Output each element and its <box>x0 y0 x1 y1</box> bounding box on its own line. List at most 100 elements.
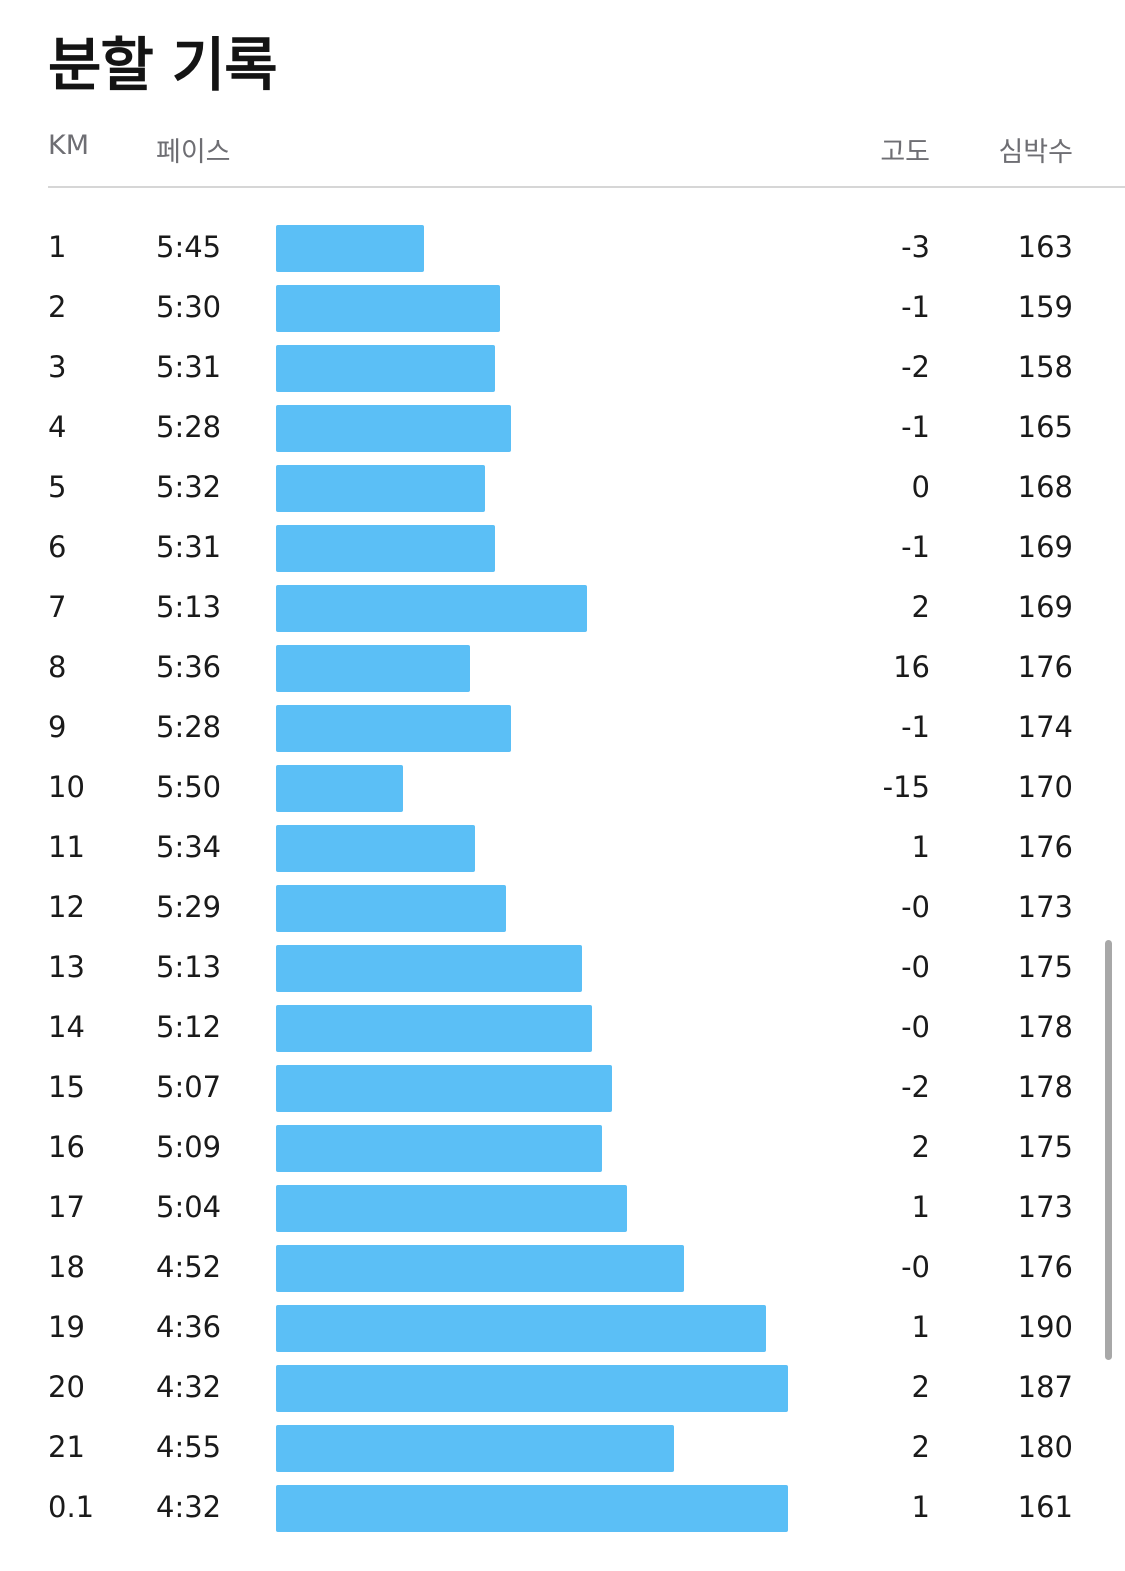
split-elevation: 2 <box>911 1430 930 1464</box>
split-elevation: -1 <box>901 410 930 444</box>
split-heart-rate: 176 <box>1017 830 1073 864</box>
split-pace: 5:29 <box>156 890 222 924</box>
split-elevation: -0 <box>901 890 930 924</box>
split-pace: 4:36 <box>156 1310 222 1344</box>
pace-bar <box>276 525 495 572</box>
pace-bar <box>276 1065 612 1112</box>
split-row: 0.1 4:32 1 161 <box>0 1478 1125 1538</box>
split-km: 5 <box>48 470 67 504</box>
split-row: 3 5:31 -2 158 <box>0 338 1125 398</box>
split-heart-rate: 180 <box>1017 1430 1073 1464</box>
split-pace: 5:36 <box>156 650 222 684</box>
split-pace: 5:28 <box>156 410 222 444</box>
split-km: 1 <box>48 230 67 264</box>
split-elevation: -1 <box>901 710 930 744</box>
pace-bar <box>276 1485 788 1532</box>
split-km: 21 <box>48 1430 85 1464</box>
pace-bar <box>276 825 475 872</box>
split-row: 17 5:04 1 173 <box>0 1178 1125 1238</box>
split-km: 7 <box>48 590 67 624</box>
scrollbar[interactable] <box>1105 940 1112 1360</box>
split-heart-rate: 175 <box>1017 950 1073 984</box>
split-row: 14 5:12 -0 178 <box>0 998 1125 1058</box>
split-km: 12 <box>48 890 85 924</box>
header-divider <box>48 186 1125 188</box>
split-pace: 5:12 <box>156 1010 222 1044</box>
split-row: 21 4:55 2 180 <box>0 1418 1125 1478</box>
pace-bar <box>276 1365 788 1412</box>
split-row: 13 5:13 -0 175 <box>0 938 1125 998</box>
split-km: 2 <box>48 290 67 324</box>
split-heart-rate: 178 <box>1017 1010 1073 1044</box>
split-pace: 5:31 <box>156 350 222 384</box>
split-elevation: -15 <box>882 770 930 804</box>
split-heart-rate: 159 <box>1017 290 1073 324</box>
column-header-heart-rate: 심박수 <box>998 137 1073 168</box>
split-pace: 4:32 <box>156 1490 222 1524</box>
split-km: 11 <box>48 830 85 864</box>
pace-bar <box>276 405 511 452</box>
split-heart-rate: 190 <box>1017 1310 1073 1344</box>
pace-bar <box>276 585 587 632</box>
split-km: 6 <box>48 530 67 564</box>
split-pace: 5:07 <box>156 1070 222 1104</box>
pace-bar <box>276 1185 627 1232</box>
pace-bar <box>276 1125 602 1172</box>
split-heart-rate: 165 <box>1017 410 1073 444</box>
split-row: 12 5:29 -0 173 <box>0 878 1125 938</box>
split-row: 5 5:32 0 168 <box>0 458 1125 518</box>
split-elevation: 2 <box>911 1370 930 1404</box>
split-pace: 5:13 <box>156 590 222 624</box>
split-row: 2 5:30 -1 159 <box>0 278 1125 338</box>
split-pace: 4:52 <box>156 1250 222 1284</box>
column-header-km: KM <box>48 130 90 161</box>
split-pace: 4:55 <box>156 1430 222 1464</box>
pace-bar <box>276 1245 684 1292</box>
split-row: 18 4:52 -0 176 <box>0 1238 1125 1298</box>
column-header-elevation: 고도 <box>880 137 930 168</box>
pace-bar <box>276 945 582 992</box>
split-row: 6 5:31 -1 169 <box>0 518 1125 578</box>
split-km: 10 <box>48 770 85 804</box>
split-km: 3 <box>48 350 67 384</box>
split-km: 14 <box>48 1010 85 1044</box>
split-elevation: 0 <box>911 470 930 504</box>
split-heart-rate: 168 <box>1017 470 1073 504</box>
pace-bar <box>276 345 495 392</box>
split-pace: 4:32 <box>156 1370 222 1404</box>
pace-bar <box>276 885 506 932</box>
split-pace: 5:04 <box>156 1190 222 1224</box>
split-row: 1 5:45 -3 163 <box>0 218 1125 278</box>
split-km: 13 <box>48 950 85 984</box>
split-elevation: 1 <box>911 1310 930 1344</box>
split-heart-rate: 170 <box>1017 770 1073 804</box>
pace-bar <box>276 225 424 272</box>
split-row: 9 5:28 -1 174 <box>0 698 1125 758</box>
split-elevation: 1 <box>911 1490 930 1524</box>
split-elevation: 1 <box>911 830 930 864</box>
split-elevation: -0 <box>901 950 930 984</box>
split-elevation: -1 <box>901 530 930 564</box>
split-km: 16 <box>48 1130 85 1164</box>
split-km: 9 <box>48 710 67 744</box>
split-row: 19 4:36 1 190 <box>0 1298 1125 1358</box>
split-elevation: 1 <box>911 1190 930 1224</box>
split-elevation: -1 <box>901 290 930 324</box>
split-pace: 5:32 <box>156 470 222 504</box>
split-elevation: 16 <box>893 650 930 684</box>
split-pace: 5:34 <box>156 830 222 864</box>
pace-bar <box>276 705 511 752</box>
split-elevation: -0 <box>901 1010 930 1044</box>
pace-bar <box>276 765 403 812</box>
split-elevation: -2 <box>901 350 930 384</box>
split-heart-rate: 176 <box>1017 650 1073 684</box>
split-heart-rate: 174 <box>1017 710 1073 744</box>
split-km: 0.1 <box>48 1490 95 1524</box>
pace-bar <box>276 1425 674 1472</box>
split-pace: 5:28 <box>156 710 222 744</box>
split-row: 15 5:07 -2 178 <box>0 1058 1125 1118</box>
split-row: 11 5:34 1 176 <box>0 818 1125 878</box>
split-km: 18 <box>48 1250 85 1284</box>
split-row: 7 5:13 2 169 <box>0 578 1125 638</box>
split-elevation: 2 <box>911 590 930 624</box>
